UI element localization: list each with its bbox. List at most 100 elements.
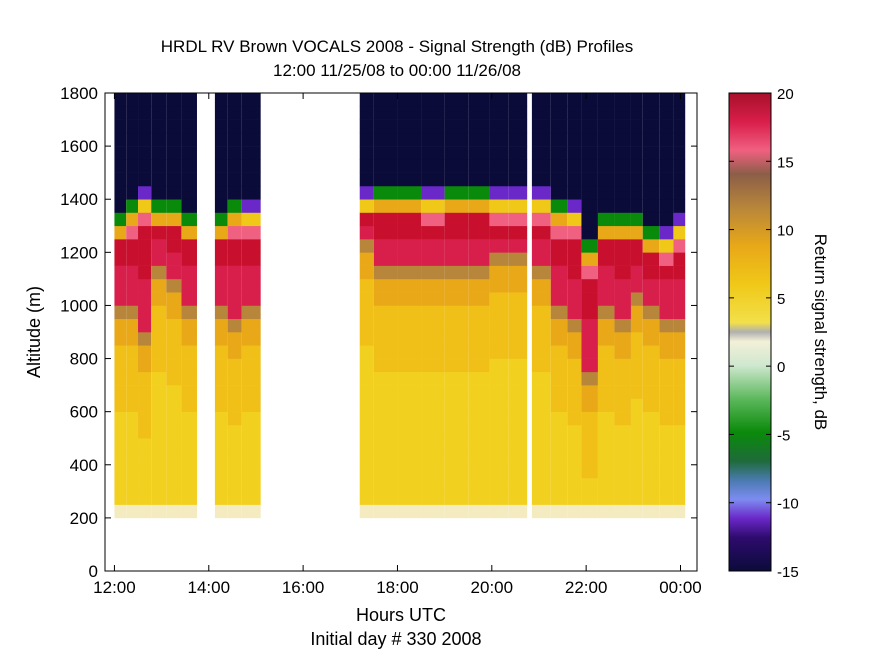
- heatmap-cell: [373, 305, 398, 320]
- heatmap-cell: [489, 451, 509, 466]
- heatmap-cell: [181, 491, 197, 505]
- heatmap-cell: [114, 438, 127, 452]
- heatmap-cell: [166, 252, 182, 266]
- heatmap-cell: [397, 358, 422, 373]
- heatmap-cell: [567, 398, 582, 412]
- colorbar: [728, 92, 772, 572]
- heatmap-cell: [373, 424, 398, 439]
- heatmap-cell: [359, 119, 374, 134]
- heatmap-cell: [659, 332, 674, 346]
- heatmap-cell: [659, 252, 674, 266]
- heatmap-cell: [214, 451, 228, 466]
- heatmap-cell: [630, 318, 643, 333]
- heatmap-cell: [673, 371, 686, 386]
- heatmap-cell: [138, 132, 152, 147]
- heatmap-cell: [614, 212, 631, 227]
- heatmap-cell: [630, 464, 643, 479]
- x-axis-label: Hours UTC: [356, 605, 446, 625]
- colorbar-tick-label: 20: [777, 86, 794, 103]
- colorbar-tick-label: -5: [777, 427, 790, 444]
- heatmap-cell: [421, 398, 445, 412]
- heatmap-cell: [138, 185, 152, 200]
- heatmap-cell: [614, 371, 631, 386]
- heatmap-cell: [227, 438, 242, 452]
- heatmap-cell: [126, 411, 139, 426]
- heatmap-cell: [397, 199, 422, 213]
- heatmap-cell: [550, 119, 568, 134]
- heatmap-cell: [630, 292, 643, 306]
- heatmap-cell: [138, 345, 152, 359]
- heatmap-cell: [359, 199, 374, 213]
- heatmap-cell: [241, 265, 261, 280]
- heatmap-cell: [489, 212, 509, 227]
- heatmap-cell: [214, 239, 228, 253]
- heatmap-cell: [397, 478, 422, 492]
- heatmap-cell: [567, 159, 582, 173]
- heatmap-cell: [166, 106, 182, 120]
- heatmap-cell: [468, 106, 490, 120]
- heatmap-cell: [630, 398, 643, 412]
- heatmap-cell: [489, 199, 509, 213]
- heatmap-cell: [359, 225, 374, 240]
- heatmap-cell: [614, 172, 631, 187]
- x-tick-label: 20:00: [471, 578, 514, 597]
- heatmap-cell: [468, 132, 490, 147]
- heatmap-cell: [597, 318, 615, 333]
- heatmap-cell: [444, 93, 469, 107]
- heatmap-cell: [531, 451, 551, 466]
- heatmap-cell: [421, 252, 445, 266]
- heatmap-cell: [508, 212, 528, 227]
- heatmap-cell: [630, 132, 643, 147]
- heatmap-cell: [673, 345, 686, 359]
- heatmap-cell: [397, 464, 422, 479]
- heatmap-cell: [359, 318, 374, 333]
- x-axis-ticks: 12:00 14:00 16:00 18:00 20:00 22:00 00:00: [93, 93, 702, 597]
- heatmap-cell: [508, 358, 528, 373]
- heatmap-cell: [468, 199, 490, 213]
- heatmap-cell: [550, 106, 568, 120]
- heatmap-cell: [114, 132, 127, 147]
- heatmap-cell: [468, 318, 490, 333]
- heatmap-cell: [468, 371, 490, 386]
- heatmap-cell: [373, 252, 398, 266]
- heatmap-cell: [489, 93, 509, 107]
- heatmap-cell: [114, 411, 127, 426]
- heatmap-cell: [468, 252, 490, 266]
- heatmap-cell: [359, 239, 374, 253]
- heatmap-cell: [214, 305, 228, 320]
- heatmap-cell: [227, 424, 242, 439]
- heatmap-cell: [630, 438, 643, 452]
- heatmap-cell: [581, 504, 598, 519]
- heatmap-cell: [581, 132, 598, 147]
- heatmap-cell: [421, 332, 445, 346]
- heatmap-cell: [508, 451, 528, 466]
- heatmap-cell: [241, 411, 261, 426]
- colorbar-tick-label: 0: [777, 359, 785, 376]
- heatmap-cell: [166, 491, 182, 505]
- heatmap-cell: [673, 119, 686, 134]
- heatmap-cell: [373, 491, 398, 505]
- heatmap-cell: [397, 398, 422, 412]
- heatmap-cell: [241, 318, 261, 333]
- heatmap-cell: [531, 225, 551, 240]
- heatmap-cell: [421, 106, 445, 120]
- heatmap-cell: [673, 265, 686, 280]
- heatmap-cell: [181, 371, 197, 386]
- heatmap-cell: [630, 252, 643, 266]
- heatmap-cell: [550, 199, 568, 213]
- heatmap-cell: [114, 504, 127, 519]
- heatmap-cell: [166, 212, 182, 227]
- heatmap-cell: [508, 278, 528, 293]
- heatmap-cell: [114, 305, 127, 320]
- heatmap-cell: [151, 225, 167, 240]
- heatmap-cell: [126, 93, 139, 107]
- heatmap-cell: [614, 345, 631, 359]
- heatmap-cell: [630, 93, 643, 107]
- heatmap-cell: [181, 239, 197, 253]
- heatmap-cell: [181, 332, 197, 346]
- heatmap-cell: [531, 199, 551, 213]
- heatmap-cell: [444, 225, 469, 240]
- heatmap-cell: [597, 119, 615, 134]
- heatmap-cell: [673, 398, 686, 412]
- x-tick-label: 18:00: [376, 578, 419, 597]
